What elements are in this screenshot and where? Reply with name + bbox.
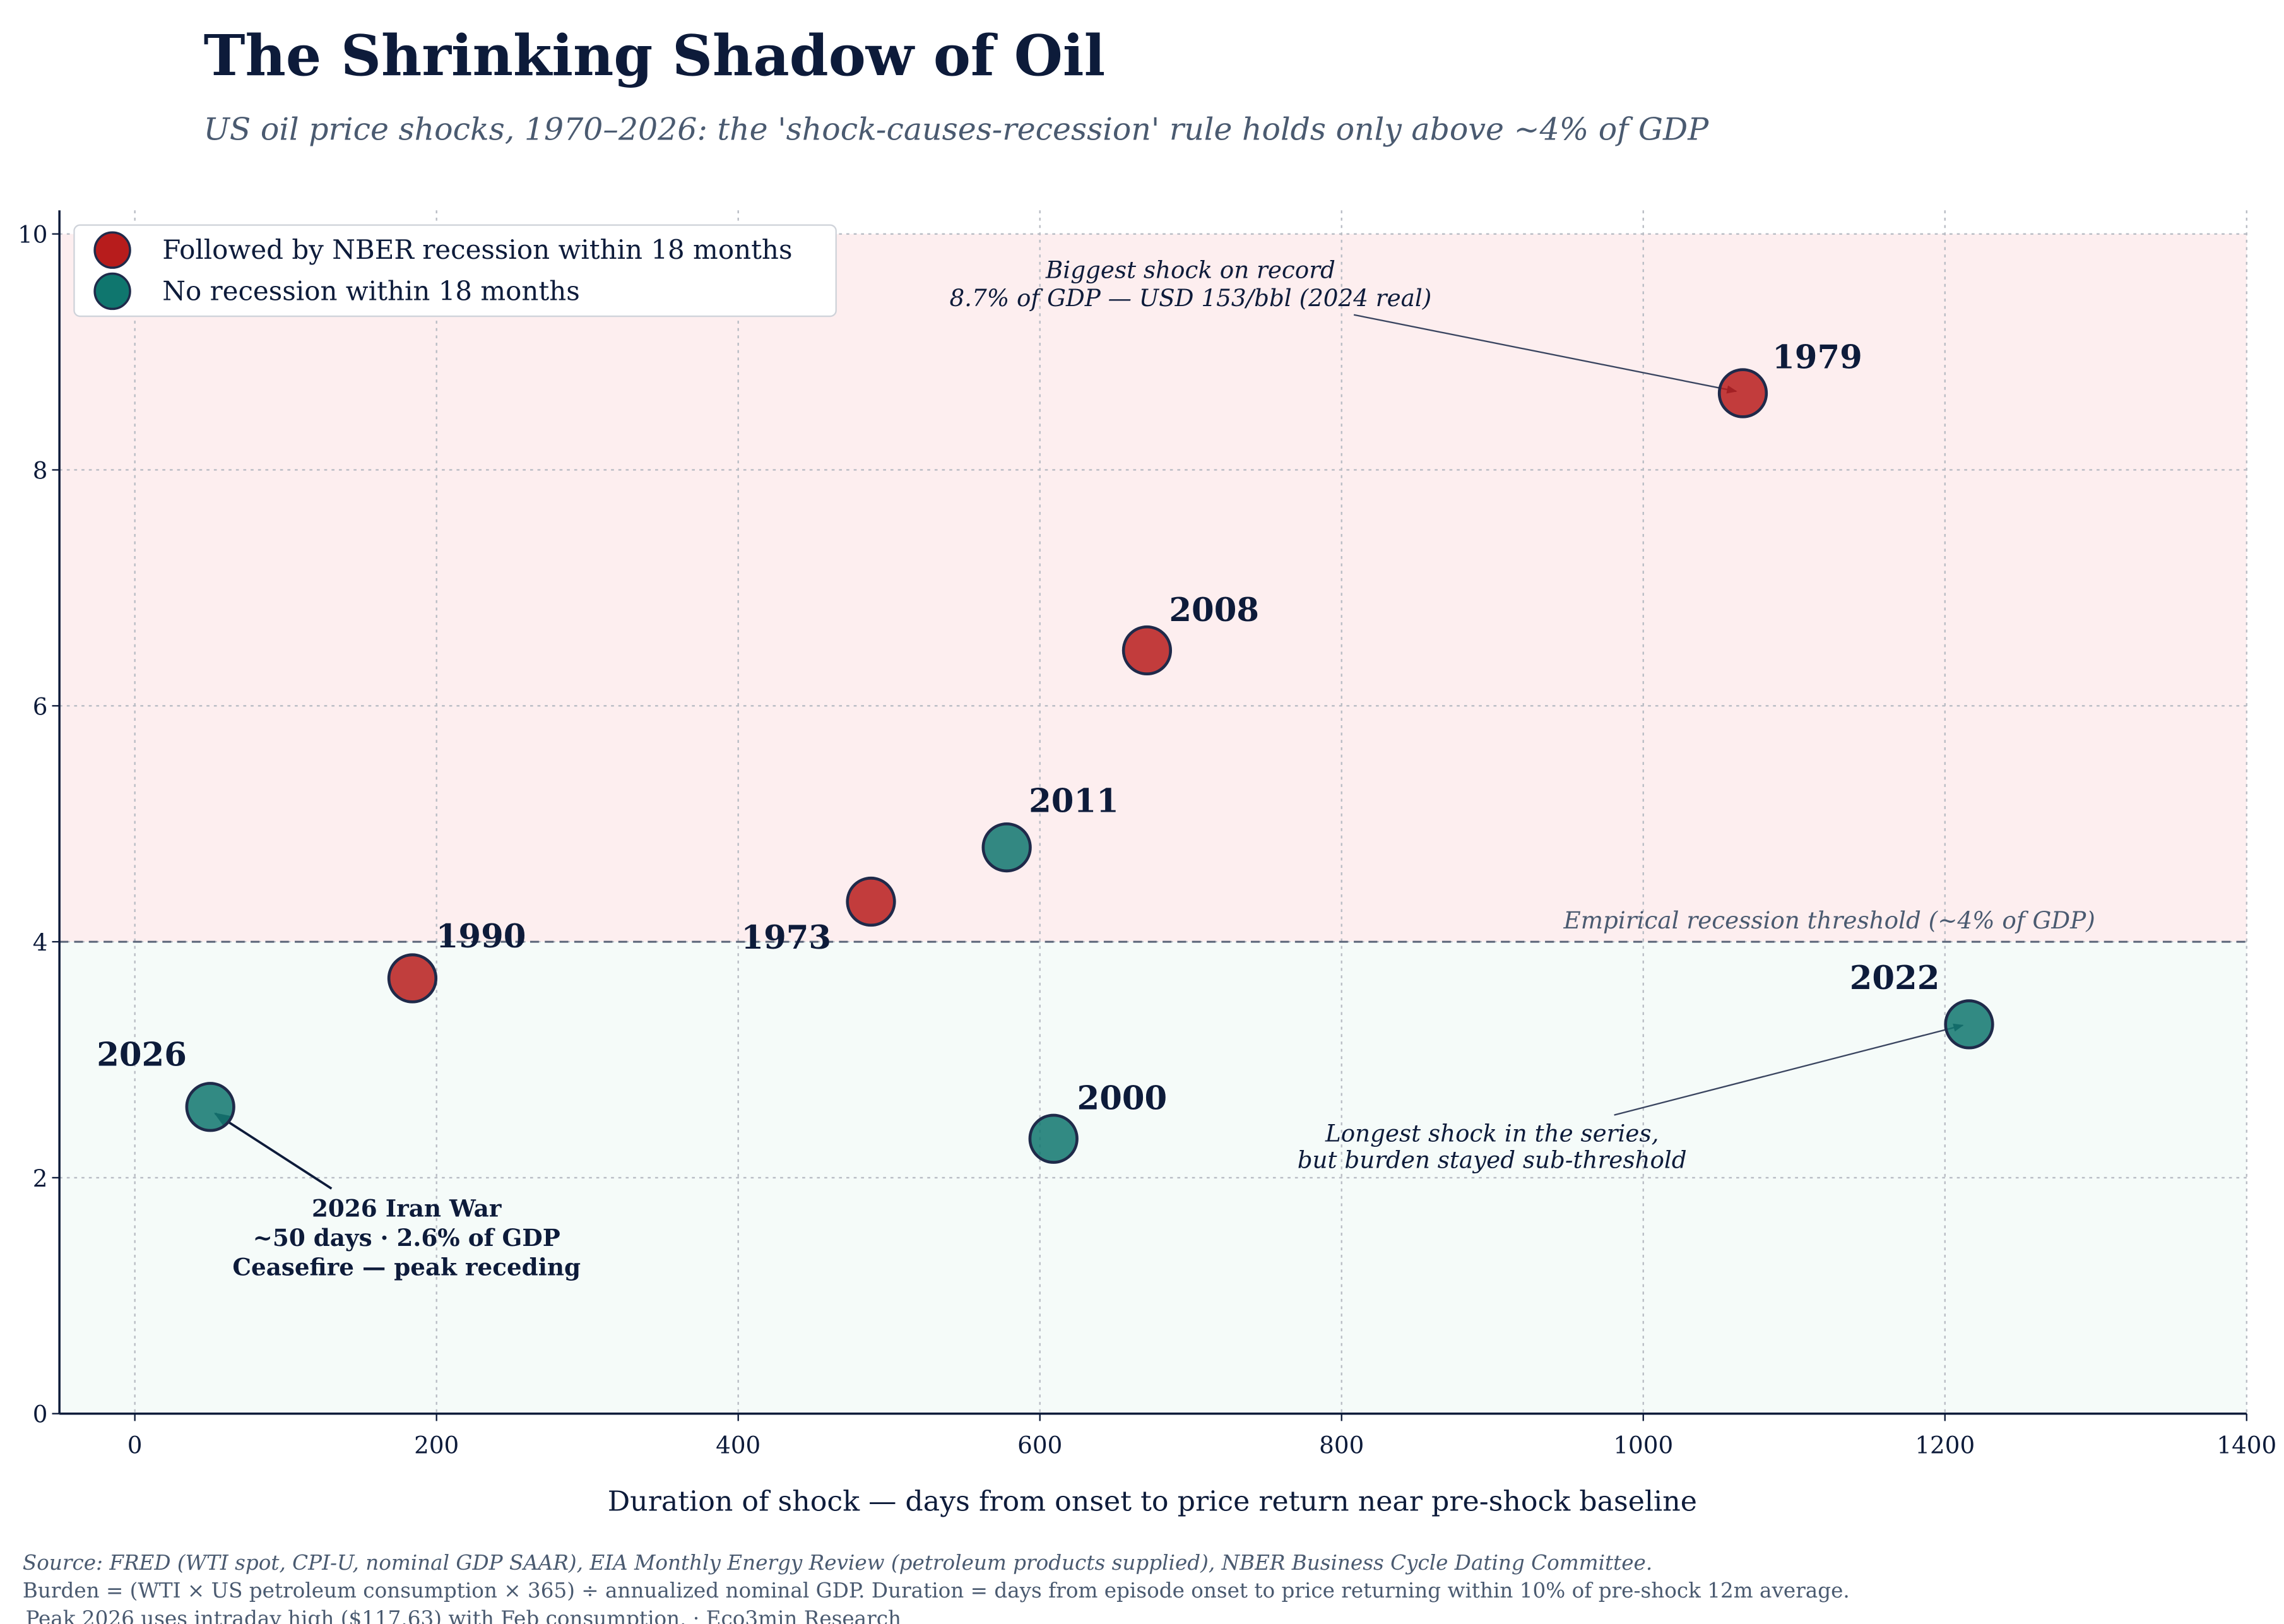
annotation-arrow: [1353, 314, 1737, 394]
annotation-arrow: [1614, 1023, 1964, 1116]
x-tick-label: 800: [1319, 1431, 1364, 1459]
annotation-text: 8.7% of GDP — USD 153/bbl (2024 real): [949, 284, 1431, 312]
footnote: Peak 2026 uses intraday high ($117.63) w…: [26, 1606, 901, 1624]
y-tick-label: 2: [33, 1165, 48, 1192]
x-tick-label: 400: [716, 1431, 760, 1459]
data-point: [981, 822, 1032, 873]
y-tick-label: 0: [33, 1401, 48, 1428]
point-label: 2011: [1029, 783, 1119, 821]
data-point: [387, 953, 438, 1004]
y-tick-label: 8: [33, 456, 48, 484]
x-tick-label: 200: [414, 1431, 459, 1459]
plot: 0 2 4 6 8 10 0 200 400 600 800 1000 1200 1400 Empirica…: [18, 210, 2276, 1459]
annotation-text: Longest shock in the series,: [1325, 1120, 1659, 1147]
y-tick-label: 4: [33, 928, 48, 956]
danger-zone: [59, 234, 2247, 942]
legend-label: Followed by NBER recession within 18 mon…: [162, 234, 792, 265]
annotation-text: Biggest shock on record: [1045, 256, 1335, 283]
footnote: Burden = (WTI × US petroleum consumption…: [23, 1579, 1850, 1603]
point-label: 1973: [741, 919, 831, 957]
safe-zone: [59, 942, 2247, 1414]
point-label: 2022: [1850, 959, 1940, 997]
legend-label: No recession within 18 months: [162, 275, 580, 306]
legend-box: [73, 224, 837, 317]
point-label: 1990: [436, 918, 526, 956]
x-tick-label: 1000: [1613, 1431, 1673, 1459]
annotation-text: but burden stayed sub-threshold: [1298, 1146, 1687, 1174]
chart-subtitle: US oil price shocks, 1970–2026: the 'sho…: [204, 111, 1710, 147]
annotation-text: 2026 Iran War: [312, 1194, 502, 1222]
point-label: 2008: [1169, 591, 1259, 629]
data-point: [1121, 625, 1173, 676]
point-label: 2000: [1077, 1080, 1168, 1118]
x-tick-label: 1400: [2216, 1431, 2276, 1459]
y-tick-label: 10: [18, 221, 47, 249]
data-point: [1944, 999, 1994, 1050]
legend-marker: [93, 272, 131, 311]
point-label: 1979: [1772, 338, 1862, 376]
y-tick-label: 6: [33, 692, 48, 720]
annotation-text: Ceasefire — peak receding: [232, 1254, 581, 1281]
threshold-label: Empirical recession threshold (~4% of GD…: [1563, 906, 2095, 934]
point-label: 2026: [97, 1036, 187, 1074]
footnote: Source: FRED (WTI spot, CPI-U, nominal G…: [23, 1551, 1652, 1575]
x-axis-label: Duration of shock — days from onset to p…: [608, 1486, 1697, 1518]
annotation-text: ~50 days · 2.6% of GDP: [253, 1224, 560, 1252]
x-tick-label: 0: [127, 1431, 143, 1459]
data-point: [185, 1082, 235, 1132]
data-point: [1028, 1113, 1079, 1164]
legend-marker: [93, 231, 131, 269]
chart-title: The Shrinking Shadow of Oil: [204, 23, 1106, 88]
data-point: [1717, 368, 1768, 418]
data-point: [846, 876, 896, 927]
x-tick-label: 600: [1017, 1431, 1062, 1459]
x-tick-label: 1200: [1915, 1431, 1975, 1459]
annotation-arrow: [214, 1112, 333, 1190]
